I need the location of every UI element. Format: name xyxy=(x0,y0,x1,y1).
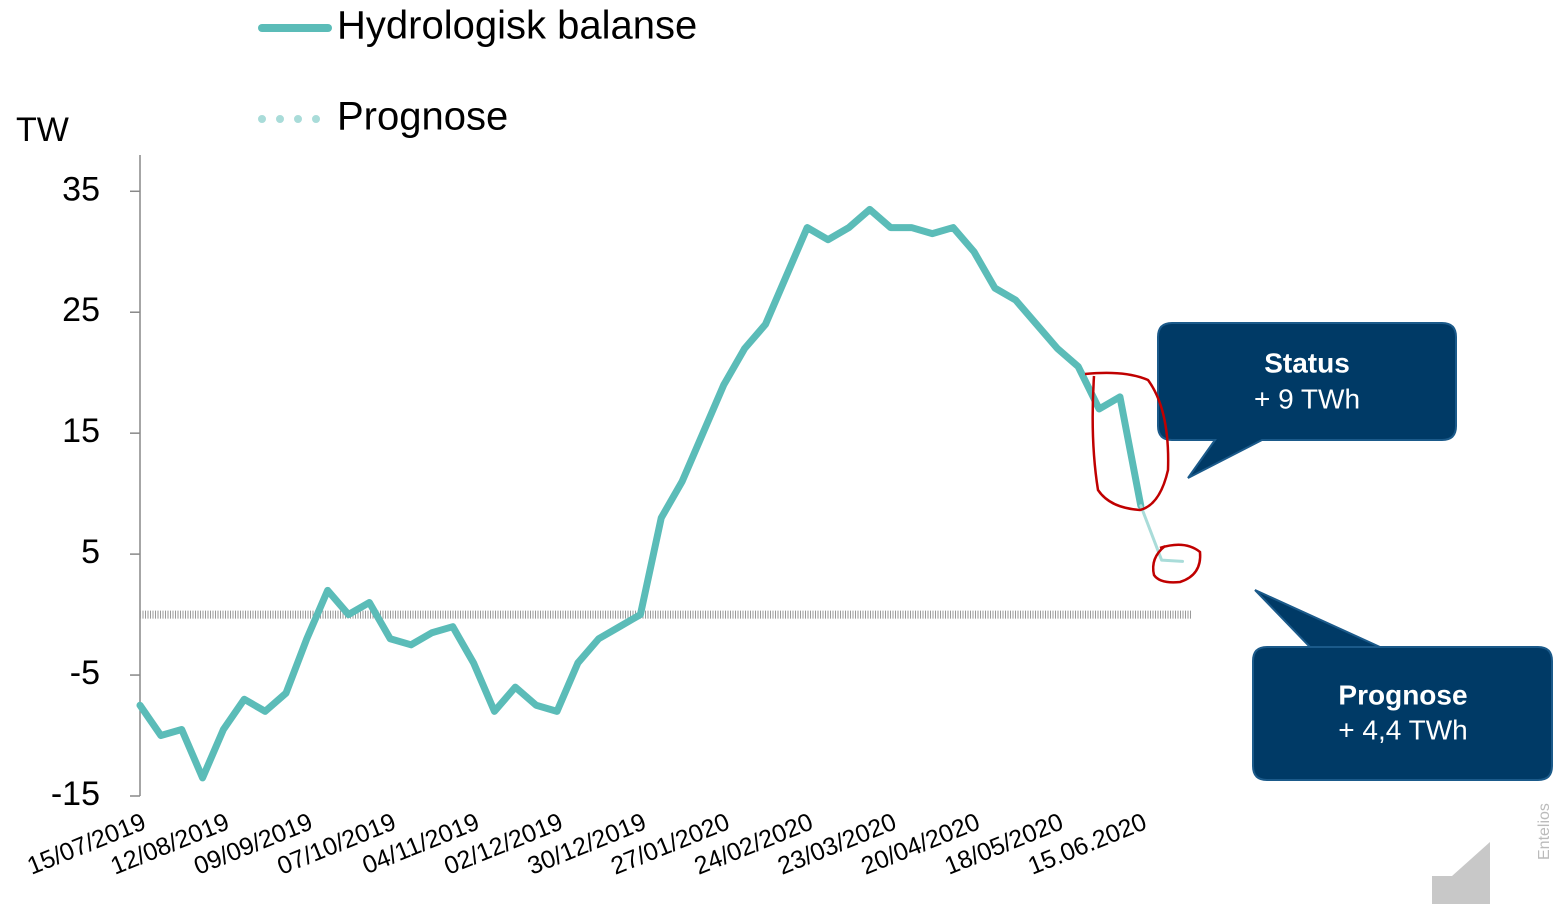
legend-label: Prognose xyxy=(337,95,508,139)
legend-label: Hydrologisk balanse xyxy=(337,4,697,48)
callout-prognose xyxy=(1252,589,1553,781)
series-line xyxy=(1139,504,1184,563)
callout-title: Prognose xyxy=(1338,679,1467,710)
highlight-circle xyxy=(1084,371,1170,512)
y-axis-label: TW xyxy=(16,111,69,149)
callout-text: + 9 TWh xyxy=(1254,383,1360,414)
watermark: Entelios xyxy=(1536,803,1553,860)
y-tick-label: 35 xyxy=(62,170,100,208)
y-tick-label: -5 xyxy=(70,654,100,692)
y-tick-label: -15 xyxy=(51,775,100,813)
speaker-icon xyxy=(1432,842,1490,904)
callout-title: Status xyxy=(1264,347,1350,378)
callout-status xyxy=(1157,322,1457,479)
y-tick-label: 5 xyxy=(81,533,100,571)
y-tick-label: 15 xyxy=(62,412,100,450)
y-tick-label: 25 xyxy=(62,291,100,329)
callout-text: + 4,4 TWh xyxy=(1338,714,1467,745)
series-line xyxy=(136,205,1145,782)
highlight-circle xyxy=(1151,543,1202,584)
